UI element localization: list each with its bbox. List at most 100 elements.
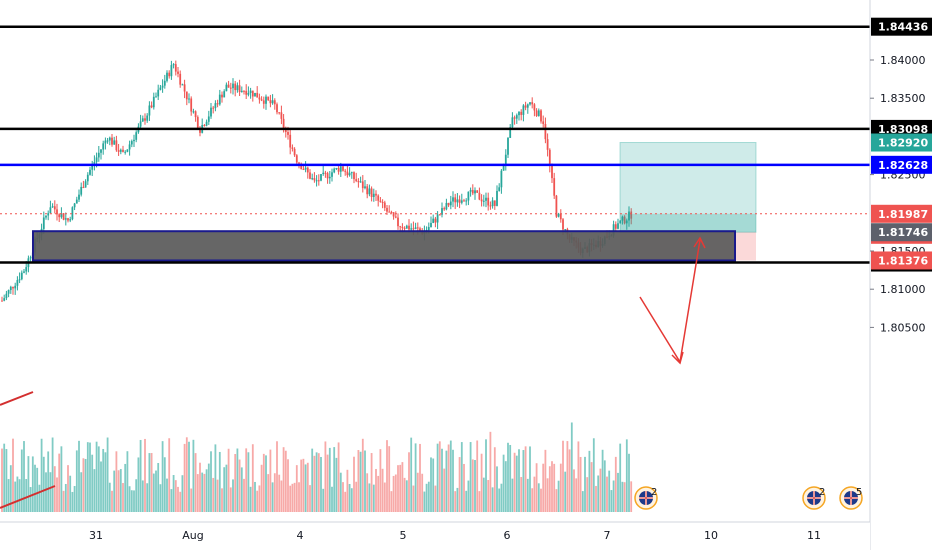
volume-bar [210, 451, 212, 512]
candle-body [471, 190, 474, 194]
volume-bar [234, 454, 237, 512]
volume-bar [166, 478, 168, 512]
candle-body [544, 123, 547, 140]
volume-bar [304, 464, 307, 512]
candle-body [216, 103, 219, 105]
volume-bar [438, 441, 441, 512]
candle-body [188, 98, 190, 100]
position-target-box [619, 142, 757, 233]
volume-bar [606, 476, 608, 512]
candle-body [238, 85, 241, 93]
candle-body [394, 216, 397, 218]
time-tick-label: 10 [704, 529, 718, 542]
volume-bar [590, 462, 593, 512]
candle-body [159, 87, 162, 90]
candle-body [104, 140, 107, 144]
candle-body [7, 290, 10, 294]
candle-body [78, 194, 80, 200]
volume-bar [353, 456, 355, 512]
volume-bar [460, 442, 463, 512]
candle-body [533, 104, 536, 111]
volume-bar [199, 462, 201, 512]
price-tag [871, 133, 932, 152]
volume-bar [375, 468, 377, 512]
volume-bar [333, 447, 336, 512]
volume-bar [309, 485, 311, 512]
trend-line [0, 485, 56, 509]
arrow-head-icon [671, 351, 684, 365]
candle-body [247, 92, 250, 95]
candle-body [467, 191, 470, 201]
candle-body [335, 167, 338, 169]
volume-bar [511, 478, 514, 512]
price-tag-label: 1.81987 [878, 208, 928, 221]
volume-bar [447, 444, 450, 512]
volume-bar [56, 477, 58, 512]
candle-body [157, 89, 160, 97]
candle-body [172, 64, 175, 66]
candle-body [557, 213, 560, 217]
candle-body [474, 190, 476, 194]
candle-body [251, 90, 254, 97]
candle-body [419, 228, 421, 231]
candle-body [628, 211, 630, 221]
candle-body [177, 71, 179, 74]
candle-body [456, 199, 459, 203]
candle-body [304, 167, 307, 170]
volume-bar [441, 448, 443, 512]
candle-body [146, 115, 149, 121]
candle-body [511, 117, 514, 128]
price-tag [871, 223, 932, 242]
candle-body [526, 104, 529, 108]
candle-body [243, 90, 245, 92]
volume-bar [436, 443, 439, 512]
candle-body [623, 216, 626, 224]
volume-bar [326, 454, 329, 512]
volume-bar [141, 480, 144, 512]
candle-body [559, 213, 562, 220]
candle-body [170, 65, 173, 77]
price-tag-label: 1.82920 [878, 137, 928, 150]
candle-body [245, 90, 248, 95]
volume-bar [348, 483, 351, 512]
candle-body [562, 219, 564, 230]
volume-bar [29, 487, 32, 512]
volume-bar [471, 459, 474, 512]
volume-bar [122, 483, 124, 512]
candle-body [49, 207, 52, 214]
candle-body [84, 181, 87, 188]
volume-bar [557, 480, 560, 512]
arrow-head-icon [693, 236, 706, 249]
volume-bar [568, 449, 571, 512]
candle-body [515, 115, 518, 119]
candle-body [58, 214, 61, 218]
volume-bar [47, 451, 50, 512]
volume-bar [16, 476, 19, 512]
candle-body [375, 193, 377, 196]
candle-body [298, 162, 300, 164]
volume-bar [243, 478, 245, 512]
candle-body [115, 140, 118, 151]
volume-bar [502, 454, 505, 512]
volume-bar [337, 442, 340, 512]
volume-bar [225, 464, 228, 512]
volume-bar [315, 452, 318, 512]
candle-body [207, 116, 210, 122]
candle-body [454, 197, 457, 203]
candle-body [355, 179, 358, 181]
volume-bar [289, 485, 292, 512]
volume-bar [372, 484, 375, 512]
volume-bar [137, 457, 140, 512]
candle-body [366, 186, 369, 195]
volume-bar [465, 490, 468, 512]
candle-body [148, 105, 151, 116]
volume-bar [214, 444, 217, 512]
volume-bar [161, 441, 164, 512]
event-count: 5 [856, 487, 862, 498]
candle-body [168, 72, 171, 77]
volume-bar [302, 458, 305, 512]
volume-bar [608, 470, 611, 512]
candle-body [42, 217, 45, 229]
